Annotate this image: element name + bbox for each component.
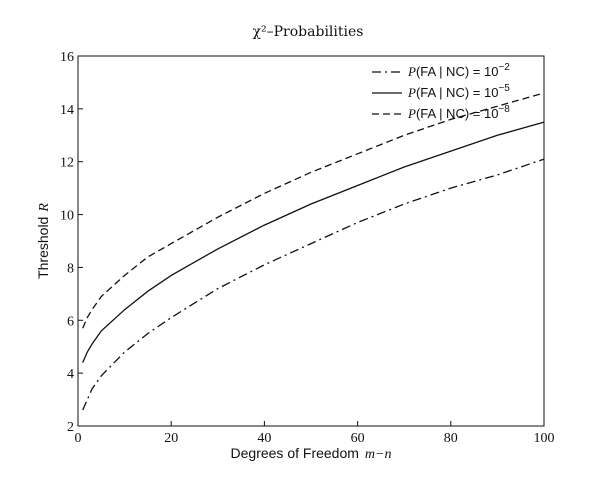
legend-entry-1: P(FA | NC) = 10−2 (407, 62, 510, 79)
legend-body: (FA | NC) = 10 (416, 85, 499, 100)
y-tick-label: 8 (67, 261, 74, 276)
x-tick-label: 100 (534, 431, 555, 446)
legend-entry-2: P(FA | NC) = 10−5 (407, 83, 510, 100)
x-tick-label: 80 (444, 431, 458, 446)
x-axis-label-math: m−n (365, 447, 392, 462)
y-axis-label: Threshold R (35, 203, 52, 279)
y-tick-label: 14 (60, 103, 74, 118)
legend-prefix: P (407, 85, 416, 100)
x-axis-label-text: Degrees of Freedom (231, 445, 359, 461)
x-tick-label: 40 (257, 431, 271, 446)
y-tick-label: 16 (60, 50, 74, 65)
chart-title: χ²–Probabilities (253, 24, 364, 40)
y-axis-label-math: R (37, 203, 52, 213)
legend-exponent: −2 (498, 62, 510, 73)
legend-exponent: −8 (498, 104, 510, 115)
series-line-2 (82, 121, 545, 363)
y-tick-label: 2 (67, 420, 74, 435)
x-tick-label: 20 (164, 431, 178, 446)
legend-body: (FA | NC) = 10 (416, 106, 499, 121)
plot-area (82, 92, 545, 411)
y-tick-label: 6 (67, 314, 74, 329)
y-tick-label: 4 (67, 367, 74, 382)
series-line-1 (82, 158, 545, 411)
y-tick-label: 10 (60, 209, 74, 224)
legend-prefix: P (407, 64, 416, 79)
x-tick-label: 0 (75, 431, 82, 446)
plot-frame (77, 55, 545, 427)
y-tick-label: 12 (60, 156, 74, 171)
y-axis-label-text: Threshold (35, 217, 51, 279)
x-axis-label: Degrees of Freedom m−n (231, 445, 392, 462)
y-axis: 2 4 6 8 10 12 14 16 (60, 50, 83, 435)
legend-prefix: P (407, 106, 416, 121)
series-line-3 (82, 92, 545, 329)
legend-exponent: −5 (498, 83, 510, 94)
legend: P(FA | NC) = 10−2P(FA | NC) = 10−5P(FA |… (372, 62, 510, 121)
legend-entry-3: P(FA | NC) = 10−8 (407, 104, 510, 121)
x-axis: 0 20 40 60 80 100 (75, 421, 555, 446)
x-tick-label: 60 (351, 431, 365, 446)
legend-body: (FA | NC) = 10 (416, 64, 499, 79)
